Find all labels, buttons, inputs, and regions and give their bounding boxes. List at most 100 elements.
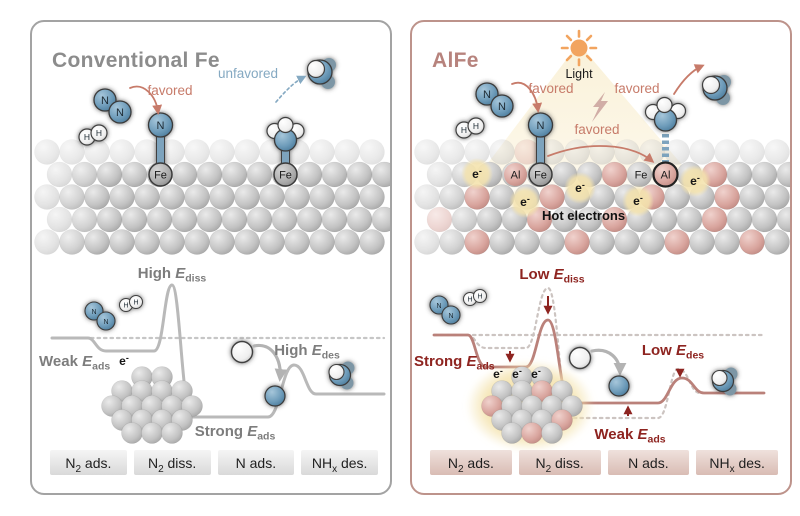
step-n-ads: N ads. <box>607 450 690 475</box>
h-atom-label: H <box>461 125 467 135</box>
step-nhx-des: NHx des. <box>696 450 778 475</box>
diagram-n2-h2 <box>84 295 143 331</box>
panel-alfe: Light e- e- e- e- e- Hot electrons Al <box>410 20 792 495</box>
n-atom-label: N <box>483 89 491 101</box>
svg-text:Fe: Fe <box>154 170 167 182</box>
hot-electrons-label: Hot electrons <box>542 208 625 223</box>
favored-label-2: favored <box>574 122 619 137</box>
diagram-nh3 <box>328 361 355 390</box>
al-atom-1: Al <box>504 163 527 186</box>
adsorbed-nh3-on-al <box>644 96 687 132</box>
h2-molecule <box>78 124 108 146</box>
h-atom-label: H <box>96 128 102 138</box>
fe-nanoparticle <box>101 366 203 444</box>
unfavored-arrow <box>275 75 307 103</box>
step-n2-ads: N2 ads. <box>50 450 127 475</box>
h-atom-label: H <box>123 303 128 310</box>
favored-label: favored <box>147 83 192 98</box>
step-n2-ads: N2 ads. <box>430 450 512 475</box>
illustration-alfe: Light e- e- e- e- e- Hot electrons Al <box>414 29 790 452</box>
electron-label: e- <box>512 366 522 381</box>
svg-text:Fe: Fe <box>279 170 292 182</box>
label-strong-eads: Strong Eads <box>195 423 276 443</box>
fe-atom-1: Fe <box>528 162 553 187</box>
step-n2-diss: N2 diss. <box>518 450 601 475</box>
diagram-n-atom-white <box>230 340 254 364</box>
n-atom-label: N <box>91 309 96 316</box>
adsorbed-n-on-fe <box>147 112 174 175</box>
n-atom-label: N <box>436 303 441 310</box>
diagram-n-atom-blue <box>608 375 630 397</box>
electron-label: e- <box>633 193 643 208</box>
reaction-steps-right: N2 ads. N2 diss. N ads. NHx des. <box>430 450 778 475</box>
h-atom-label: H <box>473 121 479 131</box>
adsorption-arrow <box>590 348 627 376</box>
electron-label: e- <box>119 353 129 368</box>
n-atom-label: N <box>116 107 124 119</box>
n-atom-label: N <box>537 120 545 132</box>
favored-arrow-2 <box>547 145 655 163</box>
electron-label: e- <box>690 173 700 188</box>
panel-conventional-fe: N Fe Fe N N <box>30 20 392 495</box>
favored-arrow <box>129 85 163 115</box>
favored-arrow-1 <box>511 81 543 113</box>
label-low-ediss: Low Ediss <box>519 266 584 286</box>
lightning-icon <box>592 92 608 122</box>
diagram-nh3 <box>711 367 738 396</box>
electron-label: e- <box>531 366 541 381</box>
adsorbed-nh3-on-fe <box>266 116 305 175</box>
step-n2-diss: N2 diss. <box>133 450 211 475</box>
label-high-edes: High Edes <box>274 342 340 362</box>
energy-curve-alfe <box>432 318 766 405</box>
electron-label: e- <box>493 366 503 381</box>
n2-molecule <box>93 88 132 124</box>
favored-arrow-3 <box>673 64 705 95</box>
electron-label: e- <box>520 194 530 209</box>
al-atom-2-circled: Al <box>652 161 679 188</box>
svg-text:Al: Al <box>661 170 671 182</box>
sun-icon <box>560 29 598 67</box>
illustration-conventional-fe: N Fe Fe N N <box>34 58 390 444</box>
electron-label: e- <box>472 166 482 181</box>
n2-molecule <box>475 82 514 118</box>
fe-surface <box>34 139 390 255</box>
label-weak-eads: Weak Eads <box>594 426 665 446</box>
favored-label-3: favored <box>614 81 659 96</box>
n-atom-label: N <box>498 101 506 113</box>
n-atom-label: N <box>157 120 165 132</box>
adsorption-arrow <box>252 343 288 382</box>
hot-electron-glows <box>461 158 711 218</box>
n-atom-label: N <box>103 319 108 326</box>
alfe-surface <box>414 139 790 255</box>
diagram-n2-h2 <box>429 289 487 325</box>
light-label: Light <box>565 67 593 81</box>
n-atom-label: N <box>101 95 109 107</box>
fe-atom-2: Fe <box>273 162 298 187</box>
label-high-ediss: High Ediss <box>138 265 207 285</box>
h-atom-label: H <box>133 300 138 307</box>
h-atom-label: H <box>84 132 90 142</box>
h-atom-label: H <box>467 297 472 304</box>
step-nhx-des: NHx des. <box>301 450 378 475</box>
panel-title-alfe: AlFe <box>432 49 479 73</box>
electron-label: e- <box>575 180 585 195</box>
free-nh3-molecule <box>306 58 336 89</box>
svg-text:Al: Al <box>511 170 521 182</box>
alfe-nanoparticle <box>481 366 583 444</box>
panel-title-conventional: Conventional Fe <box>52 49 220 73</box>
diagram-n-atom-blue <box>264 385 286 407</box>
h-atom-label: H <box>477 294 482 301</box>
n-atom-label: N <box>448 313 453 320</box>
favored-label-1: favored <box>528 81 573 96</box>
fe-atom-2-label: Fe <box>635 170 648 182</box>
label-strong-eads: Strong Eads <box>414 353 495 373</box>
fe-atom-1: Fe <box>148 162 173 187</box>
label-weak-eads: Weak Eads <box>39 353 110 373</box>
label-low-edes: Low Edes <box>642 342 704 362</box>
unfavored-label: unfavored <box>218 66 278 81</box>
free-nh3-molecule <box>701 75 731 105</box>
h2-molecule <box>455 117 485 139</box>
reaction-steps-left: N2 ads. N2 diss. N ads. NHx des. <box>50 450 378 475</box>
svg-text:Fe: Fe <box>534 170 547 182</box>
